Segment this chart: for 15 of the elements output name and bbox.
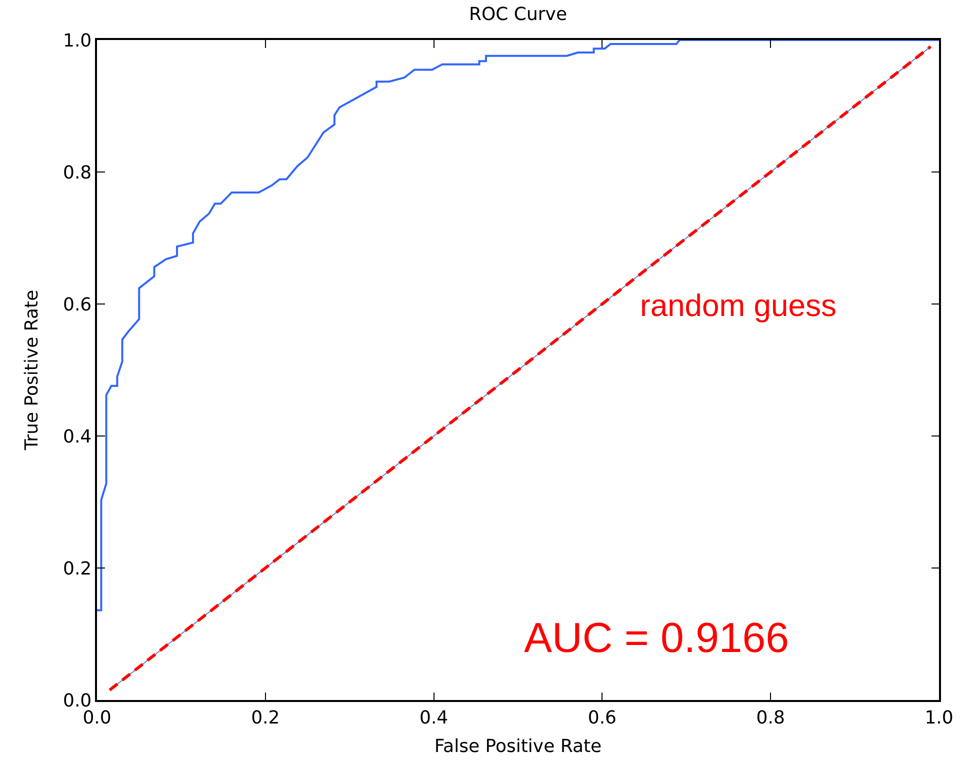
y-tick-label: 1.0 (63, 30, 92, 52)
y-tick-label: 0.6 (63, 294, 92, 316)
x-tick-label: 1.0 (924, 707, 954, 728)
annotation: AUC = 0.9166 (524, 614, 790, 661)
y-tick-label: 0.2 (63, 558, 92, 580)
annotation: random guess (640, 288, 836, 323)
y-tick-label: 0.4 (63, 426, 92, 448)
x-tick-label: 0.6 (588, 707, 617, 728)
x-tick-label: 0.4 (419, 707, 448, 728)
y-axis-title: True Positive Rate (22, 290, 43, 452)
chart-title: ROC Curve (468, 4, 568, 26)
x-tick-label: 0.2 (251, 707, 280, 728)
y-tick-label: 0.8 (63, 162, 92, 184)
x-axis-title: False Positive Rate (434, 736, 602, 757)
x-tick-label: 0.8 (756, 707, 785, 728)
